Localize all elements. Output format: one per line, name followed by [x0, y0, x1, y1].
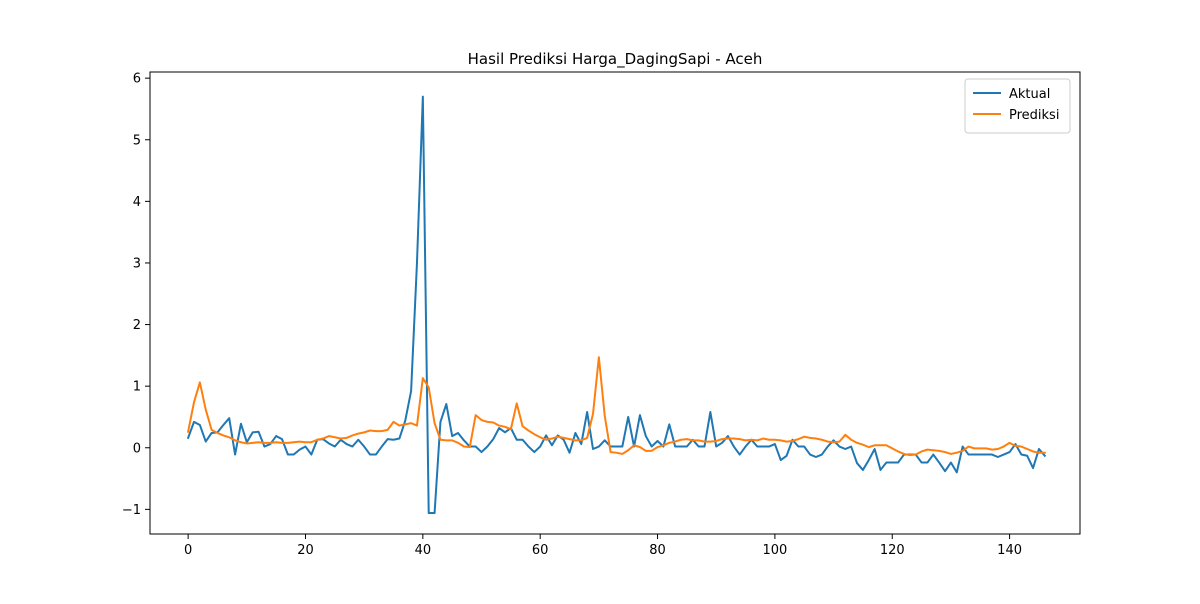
y-tick-label: 6 [133, 72, 141, 87]
series-line-aktual [186, 95, 1047, 515]
x-tick-label: 0 [184, 543, 192, 558]
y-tick-label: 5 [133, 133, 141, 148]
axes: 0 20 40 60 80 100 120 140 −1 0 1 2 3 4 5 6 [122, 71, 1081, 558]
x-tick-label: 140 [997, 543, 1022, 558]
series-line-prediksi [186, 356, 1046, 457]
chart-title: Hasil Prediksi Harga_DagingSapi - Aceh [468, 50, 763, 69]
plot-frame [149, 71, 1081, 535]
y-tick-label: 4 [133, 195, 141, 210]
y-tick-label: 2 [133, 318, 141, 333]
legend-label-prediksi: Prediksi [1009, 108, 1059, 123]
y-tick-label: 0 [133, 441, 141, 456]
x-tick-label: 20 [297, 543, 314, 558]
plot-area [186, 95, 1047, 515]
x-tick-label: 60 [532, 543, 549, 558]
legend: Aktual Prediksi [964, 78, 1071, 134]
x-tick-label: 100 [762, 543, 787, 558]
legend-label-aktual: Aktual [1009, 87, 1050, 102]
y-tick-label: 3 [133, 256, 141, 271]
y-tick-label: 1 [133, 380, 141, 395]
x-tick-label: 80 [649, 543, 666, 558]
x-tick-label: 40 [415, 543, 432, 558]
x-tick-label: 120 [880, 543, 905, 558]
y-tick-label: −1 [122, 503, 141, 518]
